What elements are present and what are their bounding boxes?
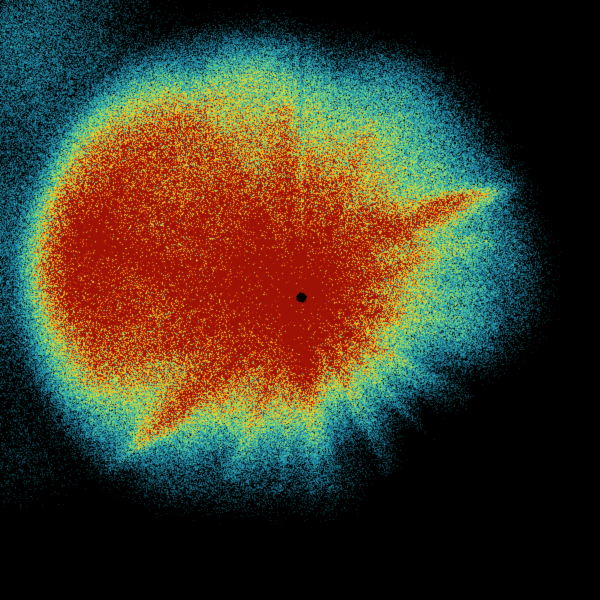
false-colour-sky-image [0, 0, 600, 600]
image-canvas-container [0, 0, 600, 600]
